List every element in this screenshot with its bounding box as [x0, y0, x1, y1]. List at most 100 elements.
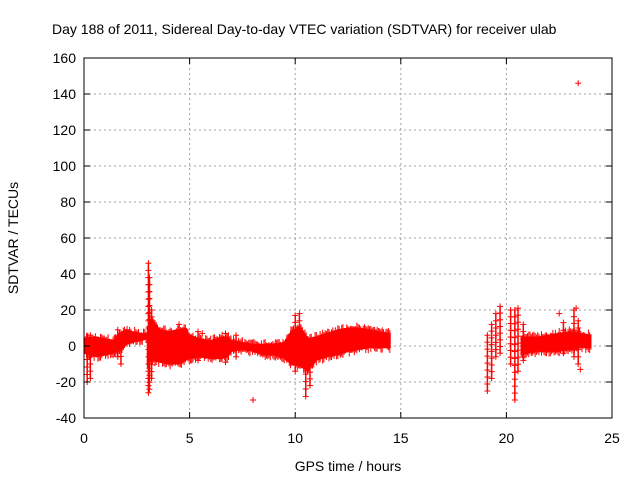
data-point	[497, 350, 504, 357]
data-point	[176, 328, 183, 335]
data-point	[306, 335, 313, 342]
data-point	[492, 332, 499, 339]
data-point	[148, 334, 155, 341]
data-point	[511, 307, 518, 313]
data-outlier	[556, 310, 563, 317]
data-point	[497, 330, 504, 337]
data-point	[117, 353, 124, 360]
data-point	[84, 334, 91, 340]
data-point	[145, 389, 152, 396]
data-point	[484, 374, 491, 381]
data-outlier	[577, 366, 584, 373]
data-point	[148, 348, 155, 355]
data-point	[302, 334, 309, 340]
data-point	[575, 339, 582, 346]
y-tick-label: 40	[60, 266, 76, 282]
data-point	[484, 353, 491, 360]
y-tick-label: -40	[56, 410, 76, 426]
data-point	[497, 343, 504, 350]
data-point	[560, 342, 567, 349]
data-point	[515, 312, 522, 319]
data-point	[497, 316, 504, 323]
data-point	[302, 363, 309, 370]
data-point	[515, 368, 522, 375]
data-point	[511, 348, 518, 355]
data-point	[87, 346, 94, 353]
data-point	[117, 330, 124, 337]
data-point	[148, 375, 155, 382]
data-point	[488, 328, 495, 335]
data-point	[507, 347, 514, 354]
data-point	[507, 334, 514, 340]
data-point	[195, 335, 202, 342]
data-point	[145, 361, 152, 367]
data-point	[114, 340, 121, 347]
data-point	[148, 327, 155, 334]
y-tick-label: 120	[53, 122, 77, 138]
data-point	[146, 281, 153, 288]
data-point	[520, 321, 527, 328]
data-point	[145, 296, 152, 303]
data-point	[515, 305, 522, 312]
data-point	[222, 337, 229, 344]
data-point	[306, 362, 313, 369]
data-point	[520, 328, 527, 335]
data-point	[176, 350, 183, 357]
data-point	[575, 346, 582, 353]
data-point	[195, 328, 202, 335]
data-point	[511, 369, 518, 376]
data-point	[87, 368, 94, 375]
data-point	[507, 361, 514, 367]
data-point	[492, 353, 499, 360]
data-point	[484, 381, 491, 388]
data-point	[145, 382, 152, 389]
data-point	[515, 326, 522, 333]
data-point	[292, 319, 299, 326]
data-point	[222, 359, 229, 366]
data-point	[520, 343, 527, 349]
y-tick-label: -20	[56, 374, 76, 390]
data-point	[84, 371, 91, 378]
data-point	[117, 361, 124, 367]
data-point	[176, 321, 183, 328]
data-point	[233, 346, 240, 353]
data-point	[306, 349, 313, 356]
data-point	[484, 367, 491, 374]
data-point	[84, 356, 91, 363]
data-point	[296, 310, 303, 317]
data-point	[570, 320, 577, 327]
data-point	[511, 334, 518, 341]
data-point	[302, 341, 309, 348]
data-point	[306, 369, 313, 376]
data-point	[515, 319, 522, 326]
data-point	[292, 347, 299, 354]
data-point	[488, 368, 495, 375]
data-point	[306, 375, 313, 382]
data-point	[492, 346, 499, 353]
data-point	[560, 334, 567, 341]
data-point	[484, 339, 491, 346]
data-point	[176, 357, 183, 364]
data-point	[488, 355, 495, 362]
data-point	[292, 326, 299, 333]
data-point	[145, 260, 152, 267]
data-outlier	[573, 305, 580, 312]
data-point	[87, 353, 94, 360]
data-point	[492, 339, 499, 346]
data-point	[233, 339, 240, 346]
y-tick-label: 140	[53, 86, 77, 102]
data-point	[146, 302, 153, 309]
data-point	[570, 327, 577, 334]
data-point	[511, 341, 518, 348]
data-point	[507, 340, 514, 347]
data-point	[575, 361, 582, 367]
data-point	[146, 386, 153, 393]
data-point	[146, 295, 153, 302]
data-point	[492, 310, 499, 317]
data-point	[488, 341, 495, 348]
data-point	[520, 335, 527, 342]
data-point	[145, 317, 152, 324]
data-point	[484, 388, 491, 394]
x-axis-label: GPS time / hours	[295, 458, 402, 474]
data-point	[511, 390, 518, 397]
